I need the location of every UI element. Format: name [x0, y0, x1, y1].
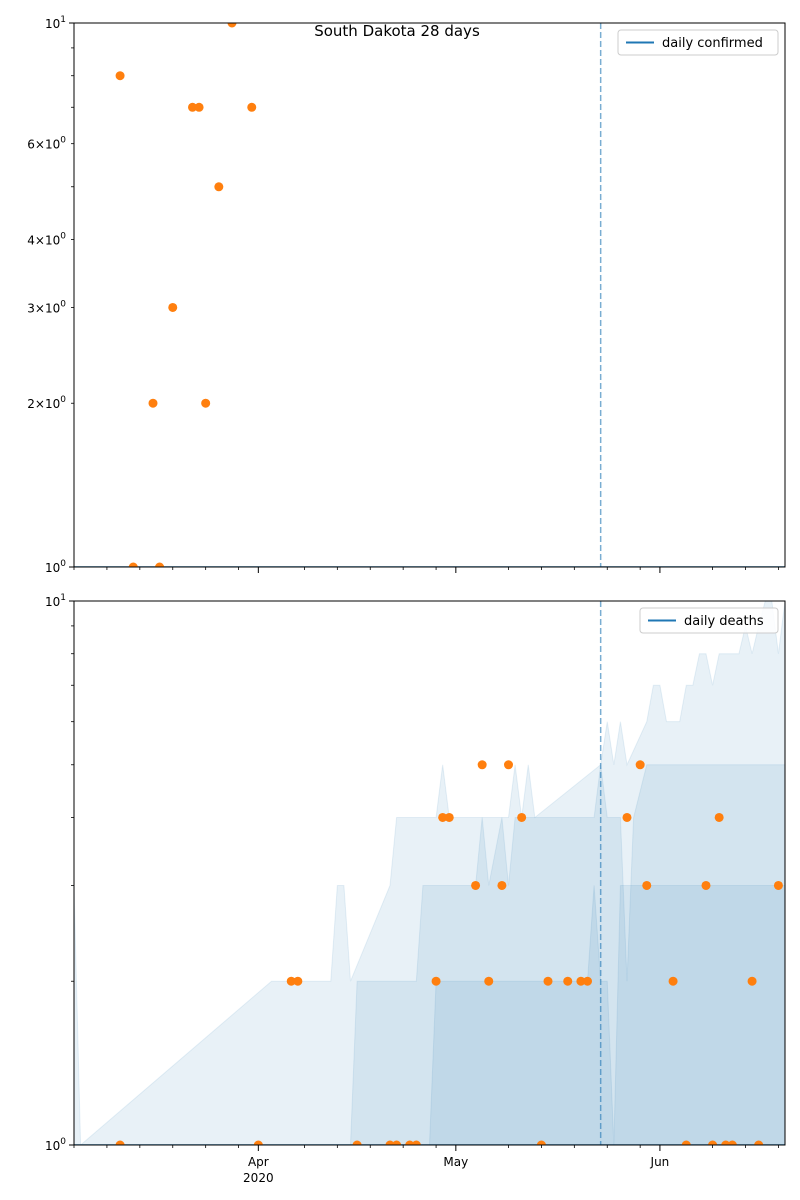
- data-point: [714, 812, 724, 822]
- x-tick-label: Jun: [650, 1155, 670, 1169]
- figure-title: South Dakota 28 days: [314, 22, 480, 40]
- data-point: [576, 976, 586, 986]
- data-point: [431, 976, 441, 986]
- data-point: [477, 760, 487, 770]
- data-point: [444, 812, 454, 822]
- legend: daily deaths: [639, 607, 779, 634]
- y-tick-label: 100: [45, 1137, 66, 1153]
- data-point: [115, 71, 125, 81]
- y-tick-label: 101: [45, 593, 66, 609]
- data-point: [504, 760, 513, 770]
- data-point: [168, 302, 178, 312]
- confirmed-panel: 100 101 2×100 3×100 4×100 6×100 daily confirme…: [27, 15, 786, 575]
- y-minor-tick-label: 2×100: [27, 395, 66, 411]
- data-point: [727, 1140, 737, 1145]
- data-point: [148, 398, 158, 408]
- legend-box: [639, 607, 779, 634]
- y-minor-tick-label: 4×100: [27, 231, 66, 247]
- y-minor-tick-label: 3×100: [27, 299, 66, 315]
- data-point: [622, 812, 632, 822]
- legend: daily confirmed: [617, 29, 779, 56]
- data-point: [773, 880, 783, 890]
- data-point: [681, 1140, 691, 1145]
- data-point: [668, 976, 678, 986]
- data-point: [188, 102, 197, 112]
- data-point: [155, 562, 165, 567]
- data-point: [517, 812, 527, 822]
- data-point: [708, 1140, 718, 1145]
- data-point: [214, 182, 224, 192]
- data-point: [484, 976, 494, 986]
- data-point: [543, 976, 553, 986]
- data-point: [754, 1140, 764, 1145]
- y-minor-tick-label: 6×100: [27, 136, 66, 152]
- legend-label: daily confirmed: [662, 36, 763, 51]
- data-point: [635, 760, 645, 770]
- data-point: [286, 976, 296, 986]
- data-point: [194, 102, 204, 112]
- x-tick-label: May: [443, 1155, 468, 1169]
- plot-area: [74, 23, 785, 567]
- x-tick-label: Apr: [248, 1155, 269, 1169]
- uncertainty-band-1: [74, 764, 785, 1145]
- data-point: [115, 1140, 125, 1145]
- x-tick-sublabel: 2020: [243, 1171, 274, 1185]
- plot-area: [74, 601, 785, 1145]
- data-point: [392, 1140, 402, 1145]
- data-point: [563, 976, 573, 986]
- y-tick-label: 101: [45, 15, 66, 31]
- data-point: [438, 812, 448, 822]
- data-point: [128, 562, 138, 567]
- data-point: [747, 976, 757, 986]
- data-point: [227, 23, 237, 28]
- data-point: [411, 1140, 421, 1145]
- data-point: [201, 398, 211, 408]
- data-point: [536, 1140, 546, 1145]
- data-point: [642, 880, 652, 890]
- uncertainty-band-2: [74, 884, 785, 1145]
- data-point: [352, 1140, 362, 1145]
- legend-box: [617, 29, 779, 56]
- data-point: [701, 880, 711, 890]
- axes-frame: [73, 600, 786, 1146]
- data-point: [253, 1140, 263, 1145]
- data-point: [247, 102, 257, 112]
- data-point: [471, 880, 481, 890]
- legend-label: daily deaths: [684, 614, 764, 629]
- y-tick-label: 100: [45, 559, 66, 575]
- data-point: [497, 880, 507, 890]
- deaths-panel: 100 101 Apr 2020 May Jun daily deaths: [45, 593, 786, 1185]
- data-point: [583, 976, 592, 986]
- data-point: [293, 976, 303, 986]
- axes-frame: [73, 22, 786, 568]
